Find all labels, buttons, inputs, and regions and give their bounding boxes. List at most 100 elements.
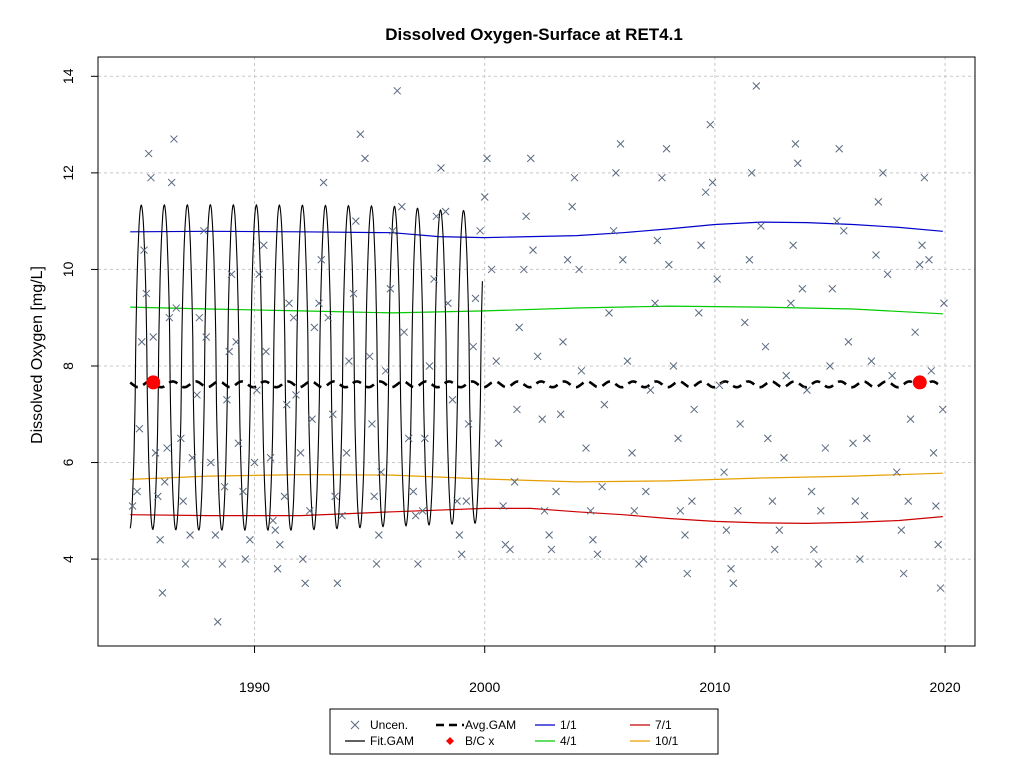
uncen-point-231	[929, 449, 938, 457]
uncen-point-138	[586, 506, 595, 515]
uncen-point-stroke-b	[137, 337, 146, 346]
uncen-point-stroke-b	[612, 169, 620, 177]
uncen-point-1	[133, 487, 141, 496]
uncen-point-33	[223, 395, 231, 404]
uncen-point-197	[803, 386, 811, 394]
uncen-point-171	[708, 178, 717, 187]
uncen-point-stroke-b	[658, 173, 666, 182]
uncen-point-stroke-b	[218, 560, 227, 568]
uncen-point-201	[816, 506, 825, 515]
uncen-point-stroke-b	[365, 352, 374, 361]
uncen-point-118	[513, 405, 521, 414]
uncen-point-stroke-b	[715, 381, 724, 390]
legend-label-4: 1/1	[560, 718, 577, 732]
uncen-point-stroke-b	[897, 526, 906, 534]
uncen-point-30	[213, 618, 222, 626]
uncen-point-160	[669, 362, 678, 370]
uncen-point-65	[324, 313, 333, 322]
uncen-point-stroke-b	[193, 391, 201, 399]
uncen-point-stroke-b	[694, 309, 703, 317]
uncen-point-103	[457, 550, 466, 559]
uncen-point-stroke-b	[135, 424, 144, 433]
y-tick-label-0: 4	[60, 555, 76, 563]
uncen-point-37	[234, 439, 243, 448]
uncen-point-stroke-b	[319, 178, 328, 187]
bc-points-layer	[146, 375, 927, 390]
uncen-point-stroke-b	[163, 444, 171, 452]
uncen-point-stroke-b	[144, 149, 153, 158]
uncen-point-91	[414, 560, 422, 568]
uncen-point-stroke-b	[202, 333, 211, 341]
uncen-point-stroke-b	[455, 531, 464, 539]
uncen-point-stroke-b	[577, 366, 586, 375]
uncen-point-21	[181, 560, 190, 568]
uncen-point-stroke-b	[789, 241, 798, 250]
uncen-point-13	[160, 477, 169, 486]
uncen-point-205	[833, 217, 841, 226]
uncen-point-stroke-b	[676, 506, 685, 515]
uncen-point-137	[582, 444, 590, 452]
y-tick-label-2: 8	[60, 362, 76, 370]
uncen-point-102	[455, 531, 464, 539]
uncen-point-213	[862, 434, 871, 443]
uncen-point-stroke-b	[368, 420, 376, 428]
uncen-point-5	[142, 289, 151, 298]
uncen-point-15	[165, 313, 174, 322]
uncen-point-stroke-b	[529, 246, 537, 254]
uncen-point-stroke-b	[526, 154, 535, 163]
uncen-point-135	[575, 265, 583, 274]
uncen-point-139	[589, 535, 597, 544]
uncen-point-stroke-b	[292, 391, 300, 399]
uncen-point-stroke-b	[177, 434, 185, 443]
uncen-point-192	[786, 299, 795, 308]
uncen-point-49	[273, 564, 282, 573]
uncen-point-53	[285, 299, 293, 308]
uncen-point-45	[262, 347, 270, 356]
uncen-point-stroke-b	[697, 241, 705, 250]
uncen-point-stroke-b	[920, 173, 929, 182]
uncen-point-85	[393, 86, 402, 95]
uncen-point-14	[163, 444, 171, 452]
uncen-point-stroke-b	[142, 289, 151, 298]
uncen-point-stroke-b	[757, 222, 765, 230]
uncen-point-stroke-b	[593, 550, 602, 559]
uncen-point-stroke-b	[547, 545, 556, 554]
uncen-point-stroke-b	[370, 492, 379, 501]
uncen-point-stroke-b	[681, 531, 689, 539]
uncen-point-stroke-b	[255, 270, 263, 279]
uncen-point-stroke-b	[386, 284, 395, 293]
uncen-point-stroke-b	[234, 439, 243, 448]
uncen-point-stroke-b	[432, 212, 441, 221]
uncen-point-51	[280, 492, 289, 501]
uncen-point-stroke-b	[911, 328, 920, 337]
uncen-point-235	[938, 405, 947, 414]
uncen-point-208	[844, 337, 853, 346]
uncen-point-223	[904, 497, 913, 506]
uncen-point-199	[810, 545, 818, 554]
uncen-point-stroke-b	[151, 449, 160, 457]
uncen-point-stroke-b	[487, 265, 496, 274]
legend-label-1: Fit.GAM	[370, 734, 414, 748]
uncen-point-stroke-b	[165, 313, 174, 322]
uncen-point-stroke-b	[669, 362, 678, 370]
uncen-point-159	[665, 260, 673, 269]
uncen-point-stroke-b	[167, 178, 176, 187]
uncen-point-stroke-b	[720, 468, 728, 477]
uncen-point-73	[351, 217, 360, 226]
uncen-point-stroke-b	[747, 169, 756, 177]
uncen-point-215	[872, 251, 880, 259]
uncen-point-225	[911, 328, 920, 337]
uncen-point-155	[651, 299, 659, 308]
uncen-point-172	[713, 275, 722, 283]
uncen-point-stroke-b	[545, 531, 554, 539]
uncen-point-stroke-b	[259, 241, 268, 250]
uncen-point-stroke-b	[641, 487, 650, 496]
uncen-point-stroke-b	[556, 410, 565, 419]
uncen-point-109	[480, 193, 489, 201]
uncen-point-stroke-b	[665, 260, 673, 269]
uncen-point-stroke-b	[609, 226, 618, 235]
uncen-point-117	[510, 477, 519, 486]
x-tick-label-0: 1990	[239, 679, 270, 695]
uncen-point-221	[897, 526, 906, 534]
uncen-point-stroke-b	[409, 487, 418, 496]
